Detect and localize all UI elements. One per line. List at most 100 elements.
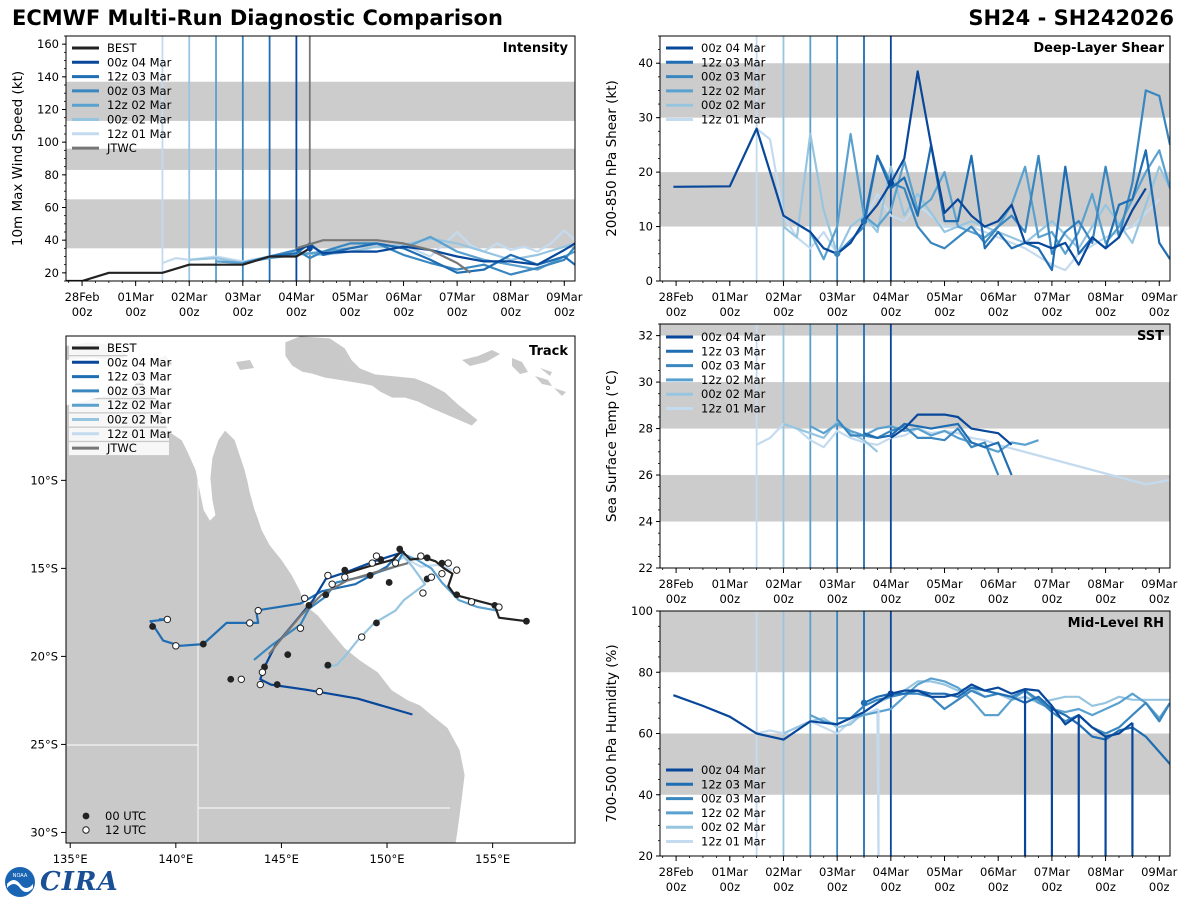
shear-legend-entry: 00z 02 Mar [666, 98, 766, 112]
shear-legend-entry: 12z 03 Mar [666, 55, 766, 69]
track-legend-entry: 00z 03 Mar [69, 384, 172, 398]
intensity-plot-area [66, 36, 575, 281]
sst-band-0 [660, 475, 1170, 522]
sst-legend-entry: 00z 02 Mar [666, 387, 766, 401]
intensity-legend-label: 00z 04 Mar [107, 55, 172, 69]
rh-legend-label: 00z 04 Mar [701, 763, 766, 777]
sst-series-0 [756, 422, 1170, 486]
shear-xtick-sublabel: 00z [773, 305, 794, 319]
rh-xtick-label: 04Mar [873, 865, 910, 879]
intensity-legend-entry: JTWC [72, 141, 137, 155]
shear-legend-label: 12z 02 Mar [701, 84, 766, 98]
sst-xtick-sublabel: 00z [719, 592, 740, 606]
track-marker-00utc [385, 579, 393, 586]
sst-xtick-label: 01Mar [712, 577, 749, 591]
shear-xtick-sublabel: 00z [988, 305, 1009, 319]
track-legend-entry: 00z 02 Mar [69, 413, 172, 427]
rh-legend-label: 00z 02 Mar [701, 820, 766, 834]
track-legend-bg [69, 442, 169, 456]
shear-panel-title: Deep-Layer Shear [1033, 41, 1164, 56]
track-marker-12utc [328, 580, 336, 588]
shear-xtick-sublabel: 00z [827, 305, 848, 319]
intensity-xtick-sublabel: 00z [554, 305, 575, 319]
track-xtick-label: 140°E [158, 852, 193, 866]
track-marker-12utc [256, 680, 265, 689]
rh-series-1 [783, 680, 1170, 735]
track-legend-entry: JTWC [69, 441, 169, 456]
sst-series-5 [890, 413, 1013, 446]
shear-xtick-label: 09Mar [1141, 290, 1178, 304]
track-xtick-label: 150°E [370, 852, 405, 866]
track-legend-bg [69, 384, 169, 398]
intensity-legend-label: 12z 03 Mar [107, 70, 172, 84]
track-panel-title: Track [529, 344, 568, 359]
track-marker-12utc [324, 571, 332, 580]
sst-xtick-sublabel: 00z [666, 592, 687, 606]
sst-ytick-label: 22 [638, 561, 653, 575]
intensity-xtick-label: 03Mar [225, 290, 262, 304]
track-marker-12utc [427, 573, 436, 581]
intensity-ytick-label: 140 [37, 70, 59, 84]
track-marker-00utc [438, 559, 446, 567]
track-marker-00utc [453, 591, 461, 599]
shear-xtick-sublabel: 00z [666, 305, 687, 319]
sst-band-1 [660, 382, 1170, 429]
sst-xtick-label: 07Mar [1034, 577, 1071, 591]
track-legend-entry: 12z 03 Mar [69, 370, 172, 384]
track-marker-00utc [523, 617, 530, 625]
shear-panel: 01020304028Feb00z01Mar00z02Mar00z03Mar00… [604, 35, 1178, 319]
rh-legend-label: 12z 02 Mar [701, 806, 766, 820]
shear-ytick-label: 30 [638, 111, 653, 125]
shear-legend-label: 00z 03 Mar [701, 70, 766, 84]
intensity-legend-label: 12z 02 Mar [107, 98, 172, 112]
rh-xtick-sublabel: 00z [773, 880, 794, 894]
track-marker-00utc [227, 675, 235, 683]
intensity-xtick-label: 06Mar [385, 290, 422, 304]
track-marker-12utc [246, 619, 254, 627]
shear-y-axis-label: 200-850 hPa Shear (kt) [604, 80, 620, 237]
sst-legend-label: 12z 03 Mar [701, 344, 766, 358]
intensity-ytick-label: 120 [37, 103, 59, 117]
rh-xtick-label: 02Mar [765, 865, 802, 879]
sst-legend-entry: 12z 02 Mar [666, 373, 766, 387]
track-marker-legend-label: 00 UTC [105, 809, 146, 823]
shear-series-5 [673, 70, 1147, 266]
shear-init-marker-0 [833, 250, 841, 257]
track-marker-00utc [273, 681, 281, 688]
rh-xtick-sublabel: 00z [1042, 880, 1063, 894]
intensity-legend-label: 12z 01 Mar [107, 127, 172, 141]
shear-xtick-label: 03Mar [819, 290, 856, 304]
sst-xtick-label: 03Mar [819, 577, 856, 591]
rh-legend-label: 12z 01 Mar [701, 835, 766, 849]
shear-xtick-label: 08Mar [1087, 290, 1124, 304]
shear-legend-label: 00z 02 Mar [701, 98, 766, 112]
sst-y-axis-label: Sea Surface Temp (°C) [604, 370, 620, 522]
bougainville-island [512, 358, 528, 374]
sst-xtick-sublabel: 00z [1149, 592, 1170, 606]
shear-ytick-label: 10 [638, 220, 653, 234]
rh-ytick-label: 60 [638, 727, 653, 741]
sst-xtick-label: 06Mar [980, 577, 1017, 591]
rh-ytick-label: 100 [631, 604, 653, 618]
shear-ytick-label: 0 [646, 274, 653, 288]
sst-xtick-label: 28Feb [659, 577, 694, 591]
new-guinea-landmass [284, 336, 479, 427]
rh-legend-entry: 12z 03 Mar [666, 777, 766, 791]
intensity-legend-entry: 12z 01 Mar [72, 127, 172, 141]
track-legend-entry: 12z 01 Mar [69, 427, 172, 441]
sst-ytick-label: 28 [638, 422, 653, 436]
sst-panel: 22242628303228Feb00z01Mar00z02Mar00z03Ma… [604, 323, 1178, 606]
track-xtick-label: 155°E [475, 852, 510, 866]
track-marker-00utc [305, 601, 313, 609]
intensity-band-2 [66, 81, 575, 121]
track-marker-12utc [341, 573, 349, 581]
intensity-band-1 [66, 148, 575, 170]
shear-xtick-sublabel: 00z [1095, 305, 1116, 319]
intensity-xtick-sublabel: 00z [125, 305, 146, 319]
rh-xtick-sublabel: 00z [934, 880, 955, 894]
sst-xtick-label: 09Mar [1141, 577, 1178, 591]
intensity-legend-entry: 12z 02 Mar [72, 98, 172, 112]
track-marker-legend-entry: 00 UTC [82, 809, 146, 823]
sst-band-2 [660, 324, 1170, 336]
rh-xtick-sublabel: 00z [1095, 880, 1116, 894]
